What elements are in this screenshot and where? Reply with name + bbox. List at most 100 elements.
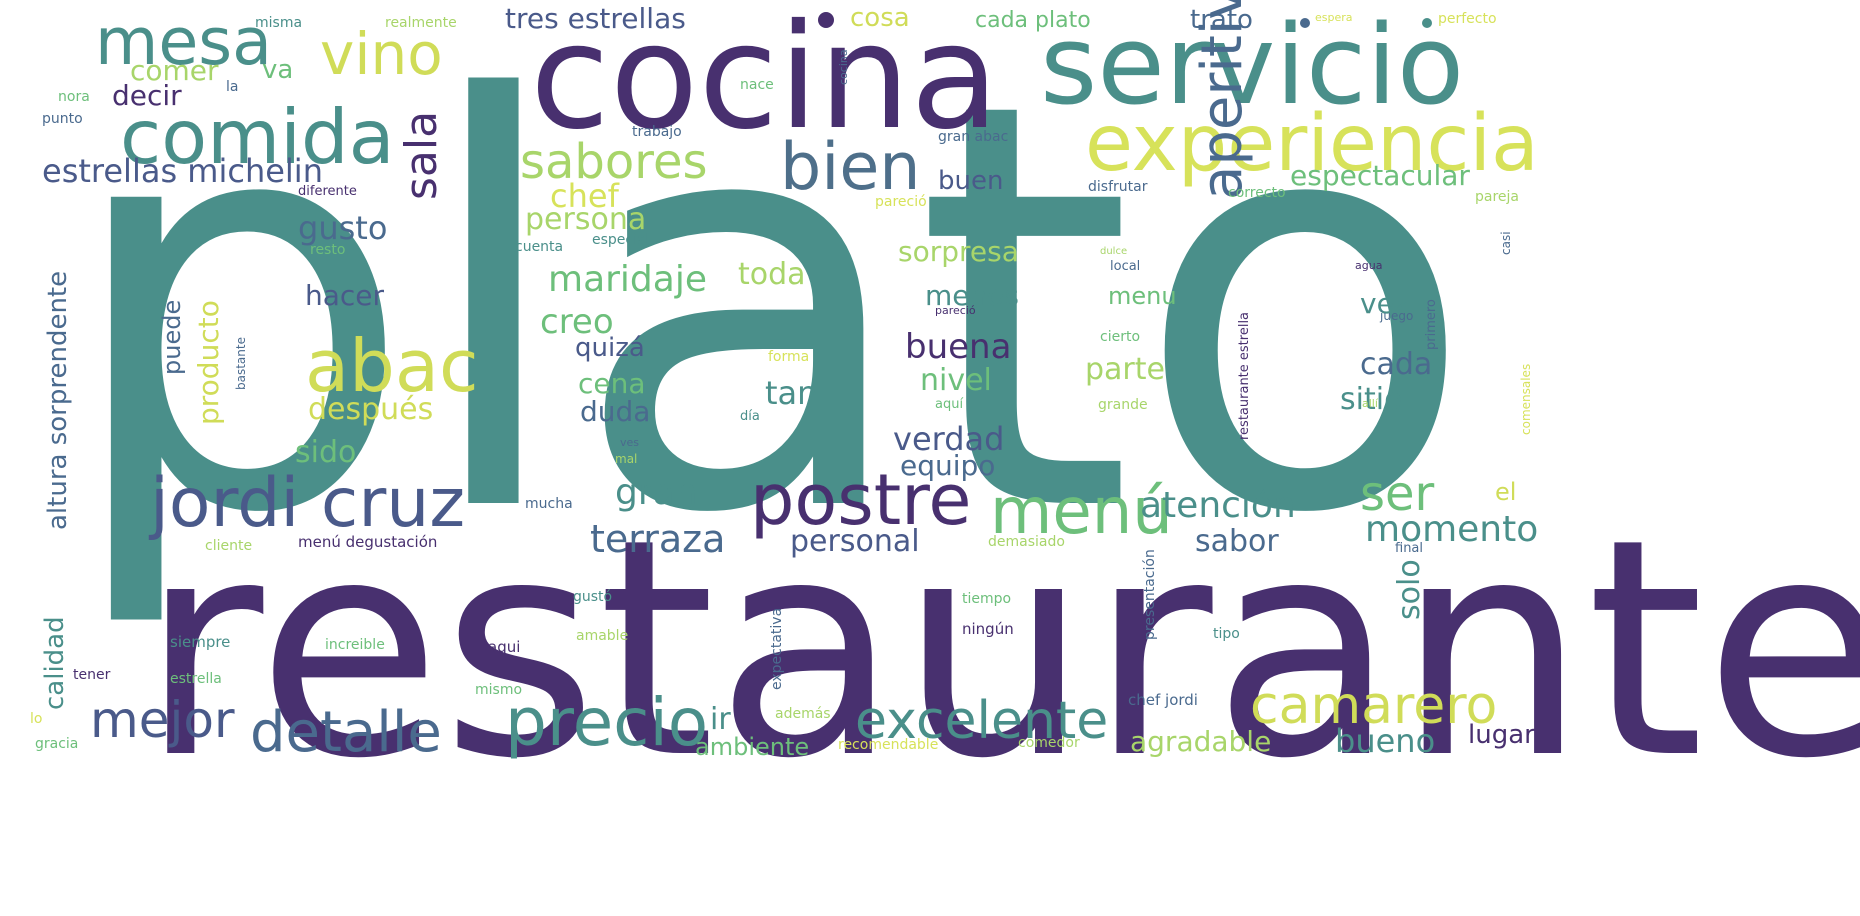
word-cloud-word: menu: [1108, 282, 1177, 310]
word-cloud-word: excelente: [855, 691, 1109, 751]
word-cloud-word: cocina: [530, 0, 1000, 162]
word-cloud-word: maridaje: [548, 259, 707, 300]
word-cloud-word: experiencia: [1085, 99, 1539, 189]
word-cloud-word: tipo: [1213, 626, 1240, 642]
word-cloud-word: además: [775, 706, 831, 722]
word-cloud-word: gracia: [35, 736, 79, 752]
word-cloud-word: restaurante estrella: [1237, 311, 1252, 440]
word-cloud-word: correcto: [1228, 185, 1286, 201]
word-cloud-word: comensales: [1519, 363, 1533, 435]
word-cloud-word: creo: [540, 302, 614, 342]
word-cloud-word: disfrutar: [1088, 179, 1148, 195]
word-cloud-word: chef jordi: [1128, 691, 1198, 709]
word-cloud-word: comer: [130, 54, 219, 87]
word-cloud-word: ser: [1360, 466, 1435, 522]
word-cloud-word: vez: [1360, 287, 1409, 320]
word-cloud-word: nora: [58, 89, 90, 105]
dot-mark: [818, 12, 834, 28]
word-cloud-word: chef: [550, 177, 619, 215]
word-cloud-word: ir: [710, 702, 731, 737]
word-cloud-word: mejor: [90, 691, 235, 749]
word-cloud-word: nivel: [920, 363, 992, 398]
word-cloud-word: postre: [750, 459, 972, 541]
word-cloud-word: misma: [255, 15, 303, 31]
word-cloud-word: duda: [580, 395, 651, 428]
word-cloud-word: casi: [1499, 231, 1513, 255]
word-cloud-word: increible: [325, 637, 385, 653]
word-cloud-word: día: [740, 409, 760, 424]
word-cloud-word: el: [1495, 478, 1517, 506]
word-cloud-word: presentación: [1142, 549, 1158, 640]
word-cloud-word: va: [262, 55, 294, 85]
word-cloud-word: sorpresa: [898, 235, 1019, 268]
word-cloud-word: quizá: [575, 333, 645, 363]
word-cloud-word: resto: [310, 242, 346, 258]
word-cloud-word: bien: [780, 130, 921, 205]
word-cloud-word: tiempo: [962, 591, 1012, 607]
word-cloud-word: primero: [1424, 299, 1439, 350]
word-cloud-word: final: [1395, 541, 1424, 556]
word-cloud-word: solo: [1392, 559, 1427, 620]
word-cloud-word: sabor: [1195, 524, 1279, 559]
word-cloud-word: pareció: [935, 304, 976, 317]
word-cloud-word: restaurante: [140, 475, 1860, 824]
word-cloud-word: atención: [1140, 485, 1296, 526]
word-cloud-word: la: [226, 79, 239, 95]
word-cloud-word: ambiente: [695, 733, 810, 761]
word-cloud-word: calidad: [40, 616, 70, 710]
word-cloud-word: tener: [73, 667, 111, 683]
word-cloud-word: momento: [1365, 509, 1539, 550]
word-cloud-word: cada plato: [975, 8, 1091, 33]
word-cloud-word: producto: [192, 300, 225, 425]
word-cloud-word: cada: [1360, 347, 1433, 382]
word-cloud-word: pareció: [875, 194, 927, 210]
word-cloud-word: espera: [1315, 11, 1353, 24]
word-cloud-word: siempre: [170, 633, 231, 651]
word-cloud-word: plato: [60, 0, 1477, 636]
word-cloud-word: dulce: [1100, 246, 1128, 257]
word-cloud-word: nace: [740, 77, 774, 93]
word-cloud-word: tres estrellas: [505, 2, 686, 35]
word-cloud-word: menú: [990, 475, 1173, 549]
word-cloud-word: mismo: [475, 682, 523, 698]
word-cloud-word: hacer: [305, 279, 385, 312]
dot-mark: [1300, 18, 1310, 28]
word-cloud-word: cosa: [850, 3, 910, 33]
word-cloud-word: equipo: [900, 449, 996, 482]
word-cloud-word: recomendable: [838, 737, 939, 753]
word-cloud-word: sido: [295, 435, 357, 470]
word-cloud-word: local: [1110, 259, 1141, 274]
word-cloud-word: lugar: [1468, 720, 1535, 750]
word-cloud-word: perfecto: [1438, 11, 1497, 27]
word-cloud-word: detalle: [250, 700, 442, 765]
word-cloud-word: lo: [30, 711, 43, 727]
word-cloud-word: allí: [1362, 397, 1378, 410]
word-cloud-word: comida: [120, 93, 395, 181]
word-cloud-word: trato: [1190, 5, 1253, 35]
word-cloud-word: camarero: [1250, 676, 1498, 736]
word-cloud-word: gran: [615, 472, 698, 513]
word-cloud-word: buena: [905, 327, 1012, 367]
word-cloud-word: pareja: [1475, 189, 1519, 205]
word-cloud-word: demasiado: [988, 534, 1065, 550]
word-cloud-word: aqui: [488, 638, 521, 656]
word-cloud-word: estrellas michelin: [42, 152, 323, 190]
word-cloud-word: agradable: [1130, 725, 1272, 758]
word-cloud-word: toda: [738, 257, 806, 292]
word-cloud-word: comedor: [1018, 735, 1080, 751]
word-cloud-word: juego: [1380, 309, 1414, 323]
word-cloud-word: mucha: [525, 496, 573, 512]
word-cloud-word: cena: [578, 367, 646, 400]
word-cloud-word: terraza: [590, 517, 726, 561]
word-cloud-word: estrella: [170, 671, 222, 687]
word-cloud-word: trabajo: [632, 124, 682, 140]
word-cloud-word: cocina: [837, 49, 850, 85]
word-cloud-word: personal: [790, 524, 920, 559]
word-cloud-word: menú degustación: [298, 533, 438, 551]
word-cloud-word: bueno: [1335, 722, 1436, 760]
word-cloud-word: cuenta: [515, 239, 564, 255]
word-cloud-word: sala: [396, 110, 447, 200]
word-cloud-word: menos: [925, 279, 1019, 312]
word-cloud-word: punto: [42, 111, 83, 127]
